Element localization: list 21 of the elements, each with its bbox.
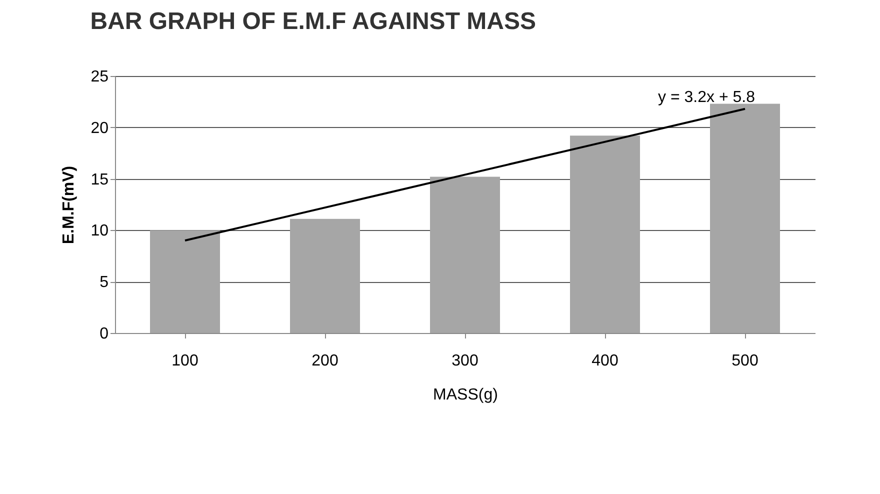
y-tick-label: 25: [90, 68, 109, 86]
y-tick-label: 0: [100, 326, 109, 342]
annotation: y = 3.2x + 5.8: [658, 88, 756, 106]
bar: [570, 136, 640, 333]
x-axis-title: MASS(g): [433, 386, 498, 404]
bar: [430, 176, 500, 333]
x-tick-label: 100: [172, 352, 198, 370]
x-tick-label: 500: [732, 352, 758, 370]
chart-title: BAR GRAPH OF E.M.F AGAINST MASS: [90, 8, 536, 35]
y-tick-label: 20: [90, 120, 109, 137]
y-tick-label: 10: [90, 222, 109, 240]
bar: [150, 230, 220, 333]
y-axis-title: E.M.F(mV): [60, 166, 78, 244]
y-tick-label: 5: [100, 274, 109, 292]
y-tick-label: 15: [90, 171, 109, 188]
bar: [710, 104, 780, 333]
x-tick-label: 300: [452, 352, 478, 370]
bar: [290, 218, 360, 333]
x-tick-label: 200: [312, 352, 338, 370]
x-tick-label: 400: [592, 352, 618, 370]
line-series: [184, 108, 746, 242]
